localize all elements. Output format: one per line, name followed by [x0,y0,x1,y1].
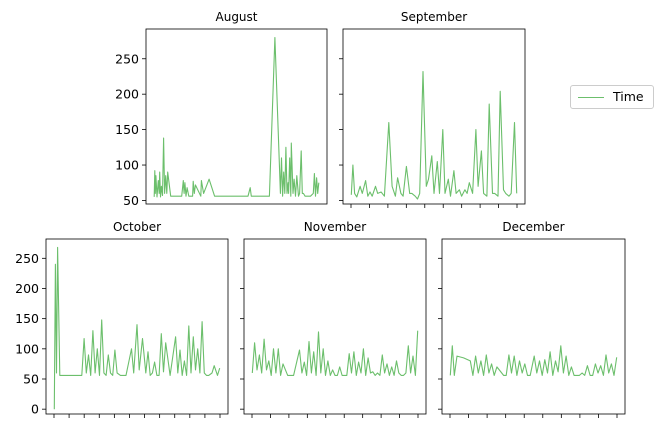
subplot-september: September [339,10,526,208]
axes-frame [145,28,328,205]
axes-frame [243,238,427,415]
subplot-title: November [304,220,366,234]
series-line-time [449,345,618,376]
series-line-time [153,36,320,198]
legend-label: Time [613,89,644,104]
y-tick-label: 200 [15,281,39,296]
y-tick-label: 250 [15,251,39,266]
y-tick-label: 200 [115,87,139,102]
series-line-time [53,246,221,410]
y-tick-label: 150 [15,311,39,326]
subplot-november: November [240,220,427,418]
subplot-title: October [113,220,161,234]
y-tick-label: 100 [115,158,139,173]
y-tick-label: 150 [115,122,139,137]
axes-frame [342,28,526,205]
y-tick-label: 250 [115,51,139,66]
subplot-august: August 50 100 150 200 250 [115,10,328,208]
subplot-title: August [216,10,258,24]
series-line-time [350,70,518,200]
y-tick-label: 100 [15,341,39,356]
legend-line-swatch [578,97,604,98]
y-tick-label: 50 [123,193,139,208]
series-line-time [251,330,419,376]
legend: Time [570,85,654,109]
subplot-october: October 0 50 100 150 200 250 [15,220,229,418]
axes-frame [45,238,229,415]
subplot-title: September [401,10,467,24]
axes-frame [441,238,626,415]
subplot-title: December [502,220,564,234]
y-tick-label: 0 [31,402,39,417]
y-tick-label: 50 [23,372,39,387]
subplot-december: December [438,220,626,418]
